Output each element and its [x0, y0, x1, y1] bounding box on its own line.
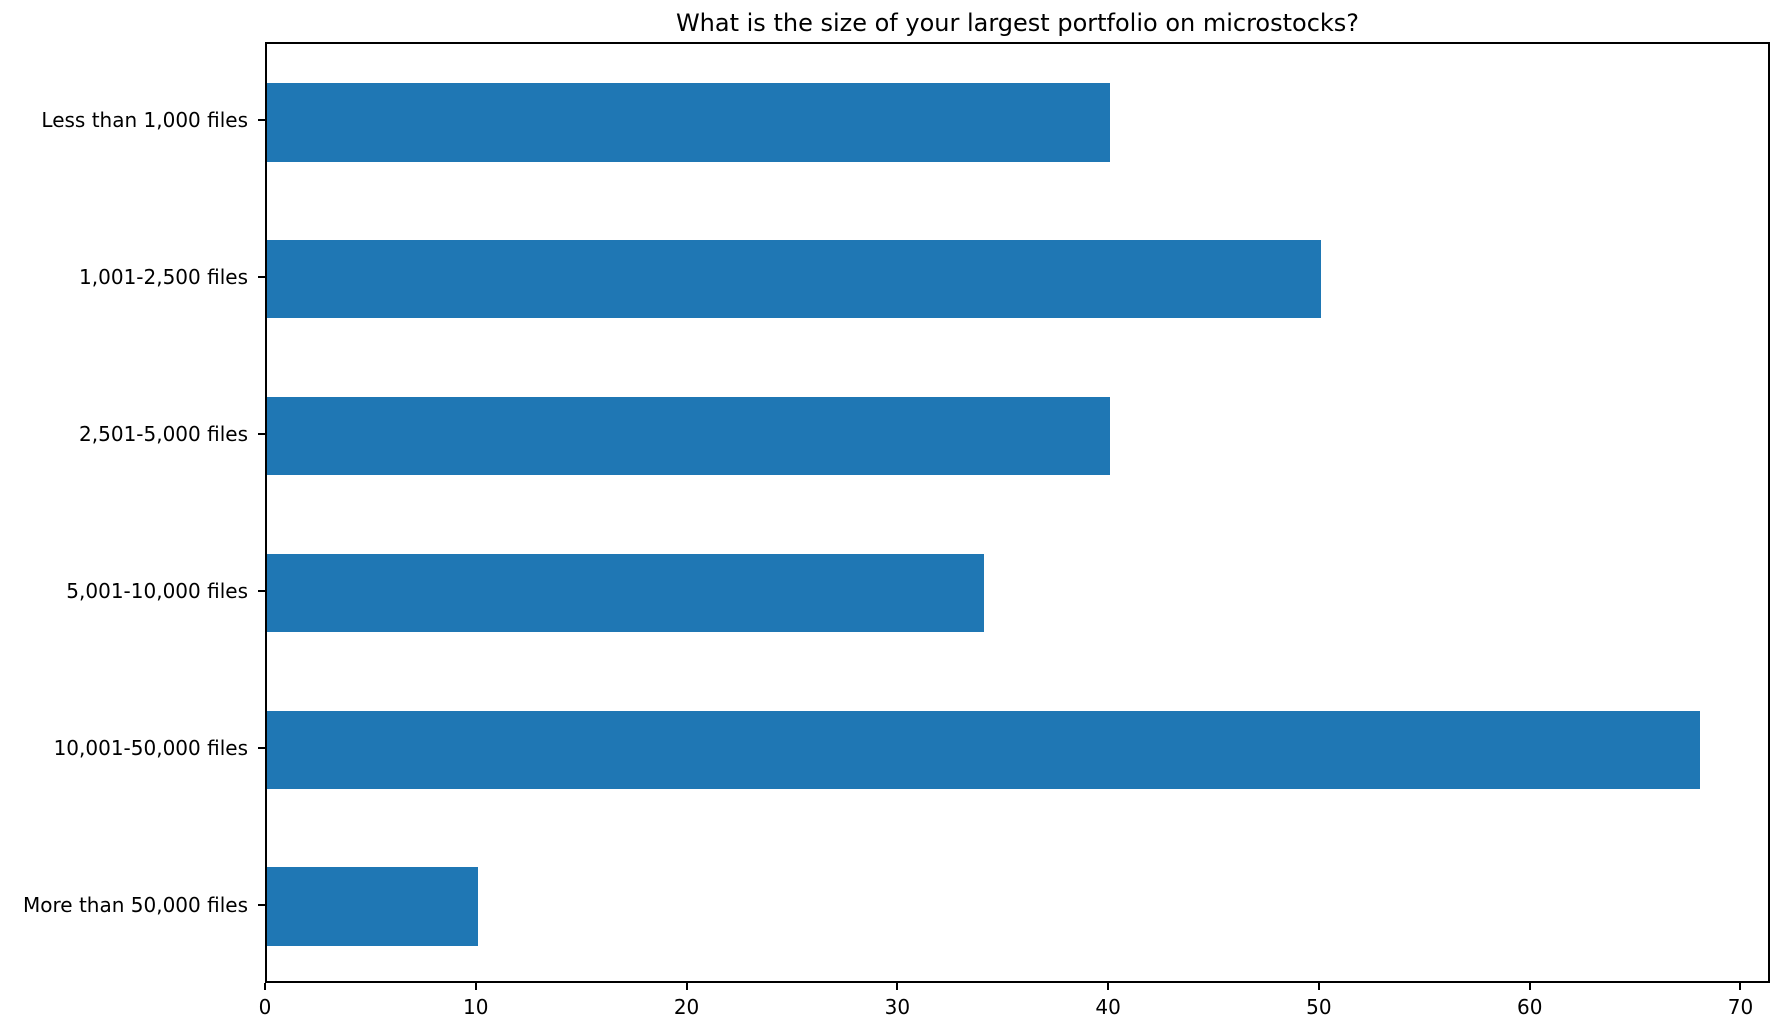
x-tick-label: 20 [673, 995, 700, 1019]
x-tick-label: 60 [1516, 995, 1543, 1019]
x-tick-mark [685, 983, 688, 990]
x-tick-label: 30 [884, 995, 911, 1019]
bar [267, 710, 1701, 789]
x-tick-label: 10 [463, 995, 489, 1019]
bar [267, 867, 478, 946]
x-tick-mark [1317, 983, 1320, 990]
bar [267, 553, 984, 633]
y-tick-mark [258, 276, 265, 279]
x-tick-mark [264, 983, 266, 990]
x-tick-mark [1107, 983, 1110, 990]
x-tick-label: 70 [1727, 995, 1754, 1019]
y-tick-mark [258, 903, 265, 906]
bar [267, 240, 1321, 319]
y-tick-label: 1,001-2,500 files [79, 265, 248, 290]
y-tick-label: 5,001-10,000 files [66, 578, 248, 603]
y-tick-label: 10,001-50,000 files [53, 735, 248, 760]
x-tick-label: 50 [1306, 995, 1332, 1019]
x-tick-mark [474, 983, 477, 990]
y-tick-label: More than 50,000 files [23, 892, 248, 917]
bar [267, 396, 1111, 476]
y-tick-mark [258, 433, 265, 436]
x-tick-mark [896, 983, 899, 990]
chart-title: What is the size of your largest portfol… [675, 9, 1360, 37]
y-tick-mark [258, 119, 265, 122]
y-tick-mark [258, 746, 265, 749]
y-tick-label: 2,501-5,000 files [79, 422, 248, 447]
x-tick-mark [1528, 983, 1531, 990]
y-tick-label: Less than 1,000 files [41, 108, 248, 133]
y-tick-mark [258, 589, 265, 592]
bar [267, 83, 1111, 162]
plot-area [265, 42, 1770, 983]
x-tick-label: 0 [258, 995, 272, 1019]
x-tick-mark [1739, 983, 1742, 990]
x-tick-label: 40 [1095, 995, 1121, 1019]
